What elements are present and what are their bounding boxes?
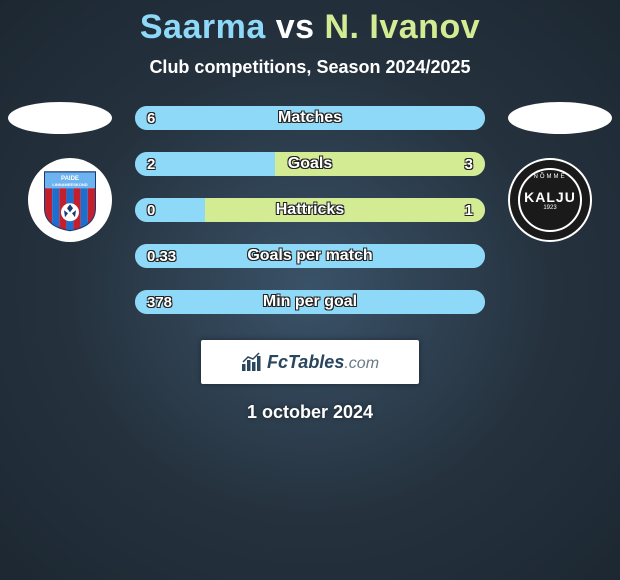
stat-label: Hattricks <box>135 198 485 222</box>
stat-row: 6Matches <box>135 106 485 130</box>
stat-label: Goals <box>135 152 485 176</box>
kalju-main-text: KALJU <box>524 189 576 205</box>
kalju-arc-text: NÕMME <box>534 174 567 180</box>
kalju-badge-icon: NÕMME KALJU 1923 <box>518 168 582 232</box>
comparison-widget: Saarma vs N. Ivanov Club competitions, S… <box>0 0 620 423</box>
player1-crest: PAIDE LINNAMEESKOND <box>28 158 112 242</box>
stat-row: 0.33Goals per match <box>135 244 485 268</box>
date-text: 1 october 2024 <box>247 402 373 423</box>
player1-name: Saarma <box>140 8 266 46</box>
brand-text: FcTables.com <box>267 352 379 373</box>
stats-area: PAIDE LINNAMEESKOND NÕMME KALJU 1923 6Ma… <box>0 106 620 314</box>
stat-label: Goals per match <box>135 244 485 268</box>
stats-bars: 6Matches 23Goals 01Hattricks 0.33Goals per … <box>135 106 485 314</box>
vs-text: vs <box>276 8 315 46</box>
brand-box[interactable]: FcTables.com <box>201 340 419 384</box>
brand-name: FcTables <box>267 352 344 372</box>
chart-icon <box>241 352 263 372</box>
stat-row: 378Min per goal <box>135 290 485 314</box>
player1-ellipse <box>8 102 112 134</box>
kalju-year-text: 1923 <box>543 205 556 211</box>
player2-crest: NÕMME KALJU 1923 <box>508 158 592 242</box>
stat-row: 01Hattricks <box>135 198 485 222</box>
stat-row: 23Goals <box>135 152 485 176</box>
player2-ellipse <box>508 102 612 134</box>
paide-shield-icon: PAIDE LINNAMEESKOND <box>43 170 97 232</box>
paide-subtext: LINNAMEESKOND <box>52 182 87 187</box>
stat-label: Matches <box>135 106 485 130</box>
player2-name: N. Ivanov <box>324 8 480 46</box>
page-title: Saarma vs N. Ivanov <box>140 8 480 47</box>
stat-label: Min per goal <box>135 290 485 314</box>
subtitle: Club competitions, Season 2024/2025 <box>149 57 470 78</box>
brand-suffix: .com <box>344 355 379 372</box>
